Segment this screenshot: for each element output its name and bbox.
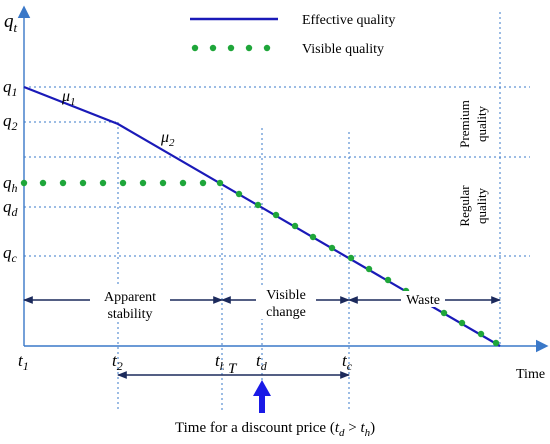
visible-quality-dots	[20, 179, 500, 347]
qd-label: qd	[3, 197, 19, 219]
apparent-label-line1: Apparent	[104, 290, 156, 305]
apparent-label-bg	[90, 287, 170, 321]
t1-label: t1	[18, 351, 29, 373]
discount-arrow-head	[253, 380, 271, 396]
td-label: td	[256, 351, 268, 373]
svg-text:Premium: Premium	[457, 100, 472, 148]
legend-effective-label: Effective quality	[302, 13, 395, 28]
discount-caption: Time for a discount price (td > th)	[175, 420, 375, 439]
mu2-label: μ2	[160, 129, 175, 149]
svg-text:Regular: Regular	[457, 185, 472, 227]
qh-label: qh	[3, 173, 18, 195]
apparent-label-line2: stability	[107, 307, 152, 322]
svg-text:quality: quality	[474, 105, 489, 142]
discount-arrow-shaft	[259, 393, 265, 413]
premium-quality-label: Premium quality	[457, 100, 489, 148]
th-label: th	[215, 351, 226, 373]
regular-quality-label: Regular quality	[457, 185, 489, 227]
q1-label: q1	[3, 77, 18, 99]
legend-visible-swatch	[191, 44, 271, 52]
legend-visible-label: Visible quality	[302, 42, 384, 57]
qc-label: qc	[3, 243, 18, 265]
tc-label: tc	[342, 351, 353, 373]
visible-label-line2: change	[266, 305, 306, 320]
visible-label-line1: Visible	[266, 288, 306, 303]
y-axis-label: qt	[4, 11, 18, 35]
interval-T-bg	[224, 364, 238, 374]
effective-quality-line	[23, 85, 501, 347]
visible-label-bg	[256, 285, 316, 319]
mu1-label: μ1	[61, 88, 76, 108]
interval-T-label: T	[228, 361, 238, 377]
svg-text:quality: quality	[474, 187, 489, 224]
x-axis-label: Time	[516, 367, 545, 382]
t2-label: t2	[112, 351, 123, 373]
waste-label-bg	[401, 291, 445, 307]
q2-label: q2	[3, 111, 18, 133]
waste-label: Waste	[406, 293, 440, 308]
